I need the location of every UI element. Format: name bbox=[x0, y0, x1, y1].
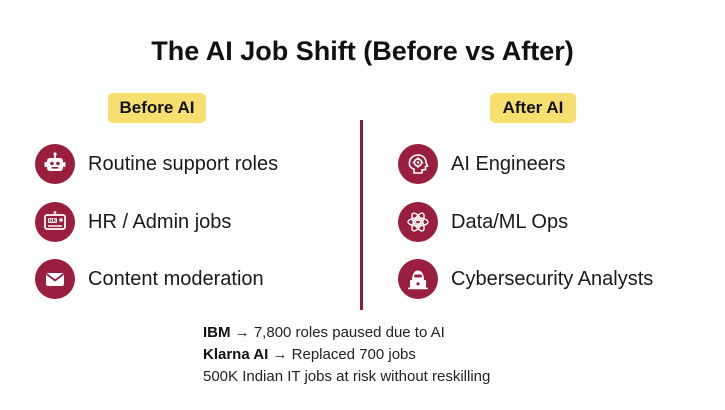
note-text: Replaced 700 jobs bbox=[291, 346, 416, 363]
before-item-label: Routine support roles bbox=[88, 152, 279, 175]
column-divider bbox=[360, 120, 363, 310]
note-company: Klarna AI bbox=[203, 346, 269, 363]
after-item-label: Cybersecurity Analysts bbox=[451, 267, 654, 290]
after-item-label: Data/ML Ops bbox=[451, 210, 569, 233]
atom-data-icon bbox=[398, 202, 438, 242]
after-item-data-ml-ops: Data/ML Ops bbox=[398, 202, 568, 242]
note-line-klarna: Klarna AI → Replaced 700 jobs bbox=[203, 344, 490, 366]
before-item-label: HR / Admin jobs bbox=[88, 210, 232, 233]
page-title: The AI Job Shift (Before vs After) bbox=[151, 36, 574, 66]
hacker-laptop-icon bbox=[398, 259, 438, 299]
after-ai-badge: After AI bbox=[490, 93, 576, 123]
after-item-ai-engineers: AI Engineers bbox=[398, 144, 566, 184]
before-item-label: Content moderation bbox=[88, 267, 264, 290]
note-line-india: 500K Indian IT jobs at risk without resk… bbox=[203, 366, 490, 388]
envelope-icon bbox=[35, 259, 75, 299]
before-item-hr-admin: HR HR / Admin jobs bbox=[35, 202, 231, 242]
arrow-right-icon: → bbox=[234, 324, 250, 341]
notes-block: IBM → 7,800 roles paused due to AI Klarn… bbox=[203, 322, 490, 388]
brain-gear-icon bbox=[398, 144, 438, 184]
note-text: 7,800 roles paused due to AI bbox=[253, 324, 445, 341]
before-item-routine-support: Routine support roles bbox=[35, 144, 278, 184]
note-text: 500K Indian IT jobs at risk without resk… bbox=[203, 368, 491, 385]
note-company: IBM bbox=[203, 324, 231, 341]
svg-text:HR: HR bbox=[49, 218, 57, 224]
hr-card-icon: HR bbox=[35, 202, 75, 242]
note-line-ibm: IBM → 7,800 roles paused due to AI bbox=[203, 322, 490, 344]
after-item-cybersecurity: Cybersecurity Analysts bbox=[398, 259, 653, 299]
robot-icon bbox=[35, 144, 75, 184]
before-item-content-moderation: Content moderation bbox=[35, 259, 264, 299]
before-ai-badge: Before AI bbox=[108, 93, 206, 123]
after-item-label: AI Engineers bbox=[451, 152, 566, 175]
arrow-right-icon: → bbox=[272, 346, 288, 363]
